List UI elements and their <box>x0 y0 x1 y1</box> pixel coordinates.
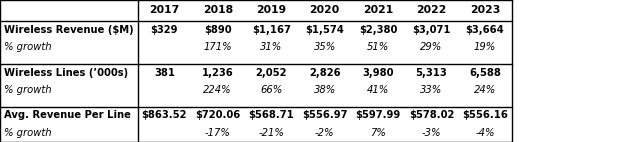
Text: $556.97: $556.97 <box>302 110 348 120</box>
Text: $3,664: $3,664 <box>465 25 504 35</box>
Text: -3%: -3% <box>422 128 441 138</box>
Text: $3,071: $3,071 <box>412 25 451 35</box>
Text: 1,236: 1,236 <box>202 68 234 78</box>
Text: 3,980: 3,980 <box>362 68 394 78</box>
Text: $890: $890 <box>204 25 232 35</box>
Text: % growth: % growth <box>4 42 51 52</box>
Text: 41%: 41% <box>367 85 389 95</box>
Text: 5,313: 5,313 <box>415 68 447 78</box>
Text: 2023: 2023 <box>470 5 500 15</box>
Text: -2%: -2% <box>315 128 334 138</box>
Text: 381: 381 <box>154 68 175 78</box>
Text: 171%: 171% <box>204 42 232 52</box>
Text: -17%: -17% <box>205 128 230 138</box>
Text: $1,167: $1,167 <box>252 25 291 35</box>
Text: 2019: 2019 <box>256 5 286 15</box>
Text: 2021: 2021 <box>363 5 393 15</box>
Text: % growth: % growth <box>4 128 51 138</box>
Text: $568.71: $568.71 <box>248 110 294 120</box>
Text: $329: $329 <box>150 25 178 35</box>
Text: 2020: 2020 <box>310 5 340 15</box>
Text: -21%: -21% <box>259 128 284 138</box>
Text: 2,052: 2,052 <box>255 68 287 78</box>
Text: 51%: 51% <box>367 42 389 52</box>
Text: $863.52: $863.52 <box>141 110 187 120</box>
Text: 29%: 29% <box>420 42 443 52</box>
Text: 33%: 33% <box>420 85 443 95</box>
Text: Wireless Revenue ($M): Wireless Revenue ($M) <box>4 25 134 35</box>
Text: 38%: 38% <box>314 85 336 95</box>
Text: Avg. Revenue Per Line: Avg. Revenue Per Line <box>4 110 131 120</box>
Text: 2017: 2017 <box>149 5 179 15</box>
Text: 2018: 2018 <box>203 5 233 15</box>
Text: 35%: 35% <box>314 42 336 52</box>
Text: 24%: 24% <box>474 85 496 95</box>
Text: $720.06: $720.06 <box>195 110 241 120</box>
Text: $1,574: $1,574 <box>305 25 344 35</box>
Text: 2,826: 2,826 <box>309 68 340 78</box>
Text: 6,588: 6,588 <box>469 68 501 78</box>
Text: 19%: 19% <box>474 42 496 52</box>
Text: Wireless Lines (’000s): Wireless Lines (’000s) <box>4 68 128 78</box>
Text: $2,380: $2,380 <box>359 25 397 35</box>
Text: % growth: % growth <box>4 85 51 95</box>
Text: 224%: 224% <box>204 85 232 95</box>
Text: 2022: 2022 <box>417 5 447 15</box>
Text: 7%: 7% <box>370 128 386 138</box>
Text: $597.99: $597.99 <box>355 110 401 120</box>
Text: 66%: 66% <box>260 85 282 95</box>
Text: $578.02: $578.02 <box>409 110 454 120</box>
Text: -4%: -4% <box>476 128 495 138</box>
Text: $556.16: $556.16 <box>462 110 508 120</box>
Text: 31%: 31% <box>260 42 282 52</box>
